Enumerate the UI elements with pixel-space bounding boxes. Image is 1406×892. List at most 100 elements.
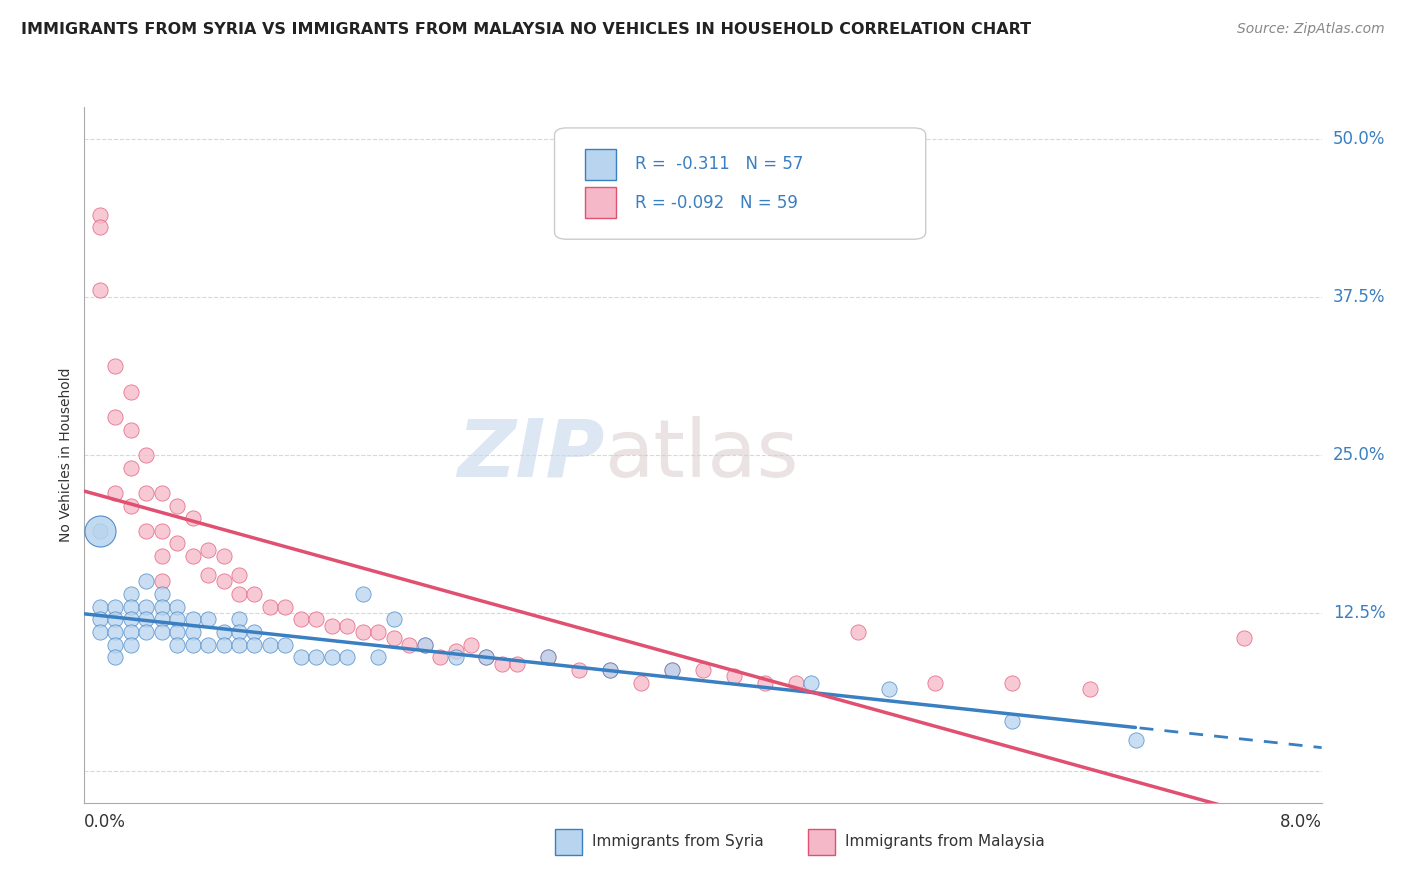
Point	[120, 599, 142, 614]
FancyBboxPatch shape	[554, 128, 925, 239]
Point	[228, 638, 250, 652]
Point	[197, 612, 219, 626]
Text: atlas: atlas	[605, 416, 799, 494]
Point	[120, 423, 142, 437]
Point	[398, 638, 420, 652]
FancyBboxPatch shape	[808, 829, 835, 855]
Point	[166, 625, 188, 640]
Point	[630, 675, 652, 690]
Y-axis label: No Vehicles in Household: No Vehicles in Household	[59, 368, 73, 542]
Point	[150, 612, 173, 626]
Point	[692, 663, 714, 677]
FancyBboxPatch shape	[585, 187, 616, 219]
Point	[89, 284, 111, 298]
Point	[785, 675, 807, 690]
Point	[166, 638, 188, 652]
Point	[723, 669, 745, 683]
Point	[243, 638, 266, 652]
Point	[382, 632, 405, 646]
Point	[228, 625, 250, 640]
Text: R = -0.092   N = 59: R = -0.092 N = 59	[636, 194, 797, 212]
Point	[1078, 681, 1101, 696]
Point	[197, 638, 219, 652]
Text: 0.0%: 0.0%	[84, 813, 127, 831]
Point	[166, 612, 188, 626]
Point	[228, 568, 250, 582]
Point	[181, 638, 204, 652]
Text: Source: ZipAtlas.com: Source: ZipAtlas.com	[1237, 22, 1385, 37]
Point	[1001, 714, 1024, 728]
Point	[89, 625, 111, 640]
Point	[135, 625, 157, 640]
Point	[228, 612, 250, 626]
Text: IMMIGRANTS FROM SYRIA VS IMMIGRANTS FROM MALAYSIA NO VEHICLES IN HOUSEHOLD CORRE: IMMIGRANTS FROM SYRIA VS IMMIGRANTS FROM…	[21, 22, 1031, 37]
Point	[599, 663, 621, 677]
Point	[120, 638, 142, 652]
Point	[367, 625, 389, 640]
Point	[336, 618, 359, 632]
Text: Immigrants from Syria: Immigrants from Syria	[592, 834, 763, 849]
Point	[877, 681, 900, 696]
Text: 8.0%: 8.0%	[1279, 813, 1322, 831]
Point	[506, 657, 529, 671]
FancyBboxPatch shape	[585, 149, 616, 180]
Point	[120, 499, 142, 513]
Point	[135, 448, 157, 462]
Point	[352, 587, 374, 601]
Point	[135, 612, 157, 626]
Point	[228, 587, 250, 601]
Point	[150, 549, 173, 563]
Point	[120, 384, 142, 399]
Point	[259, 599, 281, 614]
Point	[444, 650, 467, 665]
Point	[367, 650, 389, 665]
Point	[150, 587, 173, 601]
Point	[475, 650, 498, 665]
Point	[1233, 632, 1256, 646]
Point	[212, 638, 235, 652]
Point	[460, 638, 482, 652]
Point	[135, 524, 157, 538]
Point	[150, 574, 173, 589]
Text: 25.0%: 25.0%	[1333, 446, 1385, 464]
Point	[197, 568, 219, 582]
Point	[800, 675, 823, 690]
Point	[243, 587, 266, 601]
Point	[305, 650, 328, 665]
Point	[120, 460, 142, 475]
Point	[89, 599, 111, 614]
Point	[491, 657, 513, 671]
Point	[352, 625, 374, 640]
Point	[413, 638, 436, 652]
Point	[429, 650, 451, 665]
Text: 50.0%: 50.0%	[1333, 129, 1385, 148]
Point	[475, 650, 498, 665]
Point	[243, 625, 266, 640]
Point	[150, 524, 173, 538]
Text: Immigrants from Malaysia: Immigrants from Malaysia	[845, 834, 1045, 849]
Point	[259, 638, 281, 652]
Point	[89, 208, 111, 222]
Point	[274, 638, 297, 652]
Point	[150, 625, 173, 640]
Point	[444, 644, 467, 658]
Point	[321, 650, 343, 665]
Point	[754, 675, 776, 690]
Point	[290, 650, 312, 665]
Point	[166, 499, 188, 513]
Point	[181, 549, 204, 563]
Point	[599, 663, 621, 677]
Point	[413, 638, 436, 652]
Point	[181, 612, 204, 626]
Point	[104, 650, 127, 665]
Point	[1001, 675, 1024, 690]
Point	[181, 511, 204, 525]
Text: 37.5%: 37.5%	[1333, 288, 1385, 306]
Point	[181, 625, 204, 640]
Point	[104, 625, 127, 640]
Point	[89, 524, 111, 538]
Point	[166, 599, 188, 614]
Point	[89, 612, 111, 626]
Point	[120, 587, 142, 601]
Point	[537, 650, 560, 665]
